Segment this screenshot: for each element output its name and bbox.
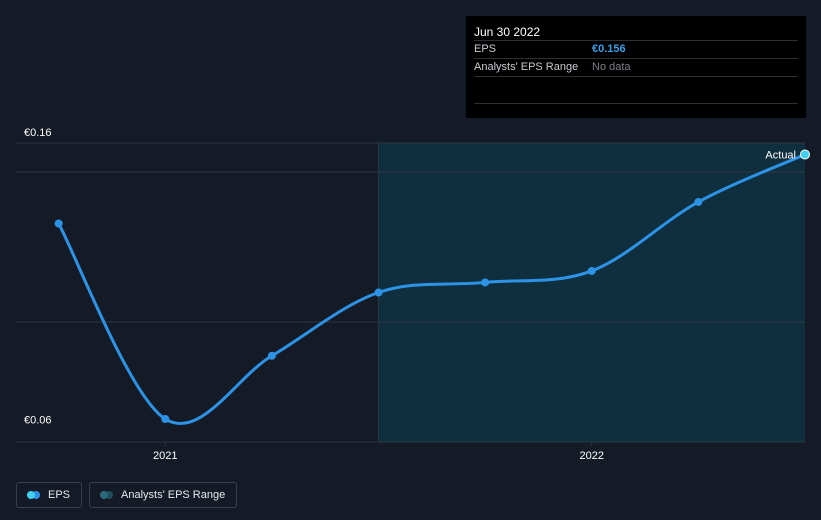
eps-data-point[interactable] bbox=[54, 219, 63, 228]
hover-tooltip: Jun 30 2022 EPS €0.156 Analysts' EPS Ran… bbox=[466, 16, 806, 118]
eps-data-points bbox=[54, 149, 810, 423]
y-tick-label: €0.16 bbox=[24, 127, 52, 139]
eps-data-point[interactable] bbox=[161, 415, 170, 423]
actual-label: Actual bbox=[765, 150, 796, 162]
eps-data-point[interactable] bbox=[800, 149, 810, 160]
tooltip-range-value: No data bbox=[592, 61, 631, 73]
tooltip-eps-value: €0.156 bbox=[592, 43, 626, 55]
tooltip-divider bbox=[474, 76, 798, 103]
eps-data-point[interactable] bbox=[481, 278, 490, 287]
legend-range-label: Analysts' EPS Range bbox=[121, 489, 226, 501]
eps-data-point[interactable] bbox=[267, 351, 276, 360]
eps-legend-dot-front bbox=[27, 491, 35, 499]
legend-eps-toggle[interactable]: EPS bbox=[16, 482, 83, 508]
eps-data-point[interactable] bbox=[587, 266, 596, 275]
eps-data-point[interactable] bbox=[694, 197, 703, 206]
eps-legend-icon bbox=[27, 491, 41, 499]
forecast-region bbox=[378, 143, 805, 442]
legend-eps-label: EPS bbox=[48, 489, 71, 501]
range-legend-icon bbox=[100, 491, 114, 499]
chart-legend: EPS Analysts' EPS Range bbox=[16, 482, 238, 508]
eps-legend-dot-back bbox=[32, 491, 40, 499]
legend-range-toggle[interactable]: Analysts' EPS Range bbox=[89, 482, 238, 508]
y-tick-label: €0.06 bbox=[24, 415, 52, 427]
tooltip-range-label: Analysts' EPS Range bbox=[474, 61, 579, 73]
x-tick-label: 2021 bbox=[153, 450, 177, 462]
grid-lines bbox=[16, 142, 805, 447]
y-axis-labels: €0.16 €0.06 bbox=[24, 127, 52, 427]
eps-data-point[interactable] bbox=[374, 288, 383, 297]
x-tick-label: 2022 bbox=[580, 450, 604, 462]
range-legend-dot-front bbox=[100, 491, 109, 499]
tooltip-bottom-rule bbox=[474, 103, 798, 104]
x-axis-labels: 2021 2022 bbox=[153, 450, 604, 462]
range-legend-dot-back bbox=[105, 491, 114, 499]
tooltip-eps-label: EPS bbox=[474, 43, 497, 55]
tooltip-range-row: Analysts' EPS Range No data bbox=[474, 58, 798, 76]
tooltip-eps-row: EPS €0.156 bbox=[474, 40, 798, 58]
tooltip-date: Jun 30 2022 bbox=[474, 25, 541, 39]
